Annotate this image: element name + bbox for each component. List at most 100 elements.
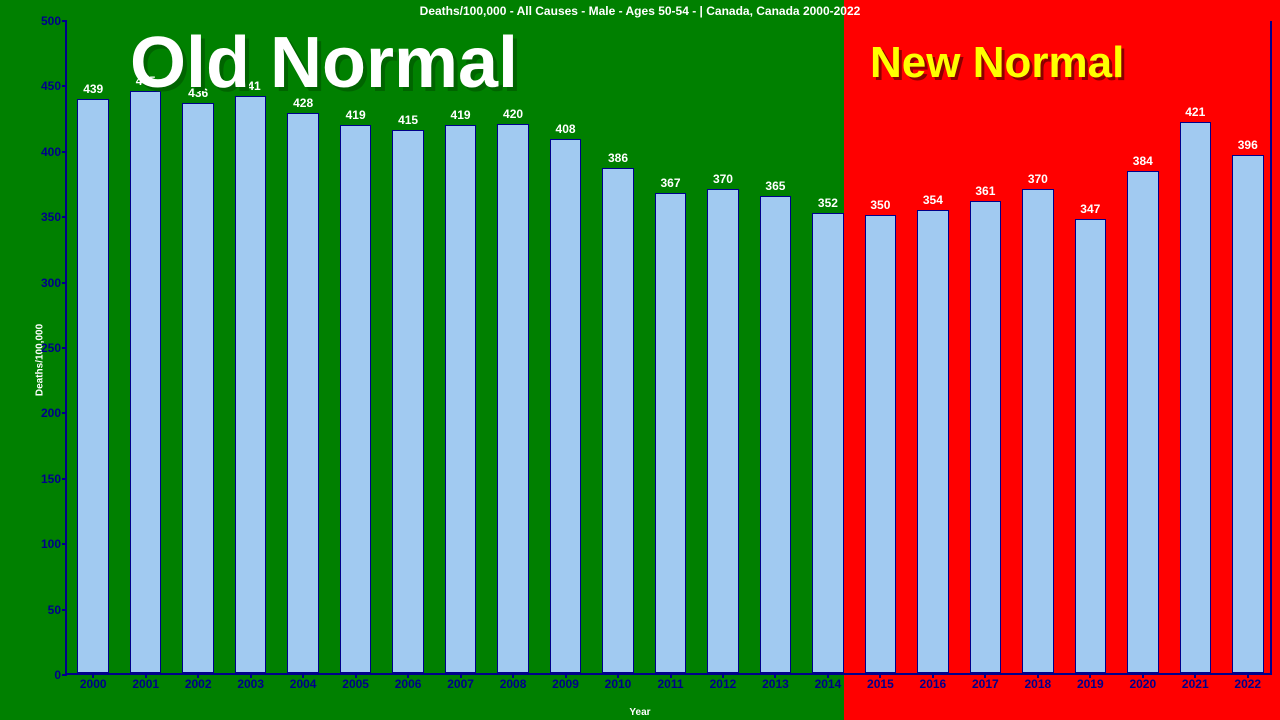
- y-tick-label: 150: [41, 472, 61, 486]
- bar: 445: [130, 91, 161, 673]
- x-tick-label: 2016: [920, 677, 947, 691]
- bar: 354: [917, 210, 948, 673]
- x-tick-label: 2004: [290, 677, 317, 691]
- x-tick-mark: [722, 673, 724, 678]
- bar-value-label: 386: [608, 151, 628, 165]
- x-tick-mark: [407, 673, 409, 678]
- bar: 408: [550, 139, 581, 673]
- x-tick-label: 2007: [447, 677, 474, 691]
- bar-value-label: 365: [765, 179, 785, 193]
- x-tick-label: 2017: [972, 677, 999, 691]
- x-tick-mark: [197, 673, 199, 678]
- bar: 386: [602, 168, 633, 673]
- x-tick-mark: [250, 673, 252, 678]
- bar: 361: [970, 201, 1001, 673]
- bar: 347: [1075, 219, 1106, 673]
- y-tick-mark: [62, 412, 67, 414]
- bar-value-label: 354: [923, 193, 943, 207]
- x-tick-mark: [355, 673, 357, 678]
- plot-area: 0501001502002503003504004505004392000445…: [65, 21, 1272, 675]
- x-tick-label: 2014: [815, 677, 842, 691]
- bar-value-label: 420: [503, 107, 523, 121]
- bar: 421: [1180, 122, 1211, 673]
- y-tick-label: 0: [54, 668, 61, 682]
- x-tick-mark: [670, 673, 672, 678]
- x-tick-label: 2000: [80, 677, 107, 691]
- x-tick-label: 2018: [1024, 677, 1051, 691]
- y-tick-label: 400: [41, 145, 61, 159]
- y-tick-mark: [62, 347, 67, 349]
- bar-value-label: 419: [346, 108, 366, 122]
- bar-value-label: 370: [1028, 172, 1048, 186]
- bar-value-label: 439: [83, 82, 103, 96]
- x-tick-label: 2020: [1129, 677, 1156, 691]
- x-tick-mark: [512, 673, 514, 678]
- x-tick-mark: [1037, 673, 1039, 678]
- y-tick-label: 100: [41, 537, 61, 551]
- bar: 365: [760, 196, 791, 673]
- y-axis-label: Deaths/100,000: [35, 324, 46, 396]
- bar-value-label: 419: [451, 108, 471, 122]
- y-tick-label: 350: [41, 210, 61, 224]
- y-tick-label: 300: [41, 276, 61, 290]
- x-tick-label: 2009: [552, 677, 579, 691]
- bar: 367: [655, 193, 686, 673]
- bar: 439: [77, 99, 108, 673]
- bar-value-label: 367: [660, 176, 680, 190]
- y-tick-label: 450: [41, 79, 61, 93]
- y-tick-mark: [62, 674, 67, 676]
- x-tick-label: 2019: [1077, 677, 1104, 691]
- bar-value-label: 347: [1080, 202, 1100, 216]
- bar: 441: [235, 96, 266, 673]
- bar: 370: [707, 189, 738, 673]
- x-tick-label: 2003: [237, 677, 264, 691]
- y-tick-mark: [62, 478, 67, 480]
- bar: 396: [1232, 155, 1263, 673]
- bar: 419: [340, 125, 371, 673]
- y-tick-mark: [62, 282, 67, 284]
- x-tick-mark: [774, 673, 776, 678]
- x-tick-label: 2001: [132, 677, 159, 691]
- x-tick-mark: [617, 673, 619, 678]
- chart-title: Deaths/100,000 - All Causes - Male - Age…: [0, 4, 1280, 18]
- bar-value-label: 370: [713, 172, 733, 186]
- x-tick-label: 2006: [395, 677, 422, 691]
- bar: 370: [1022, 189, 1053, 673]
- old-normal-label: Old Normal: [130, 22, 518, 104]
- y-tick-mark: [62, 151, 67, 153]
- bar-value-label: 361: [975, 184, 995, 198]
- y-tick-mark: [62, 543, 67, 545]
- x-tick-mark: [92, 673, 94, 678]
- x-tick-label: 2008: [500, 677, 527, 691]
- x-tick-mark: [1089, 673, 1091, 678]
- bar-value-label: 350: [870, 198, 890, 212]
- x-tick-label: 2012: [710, 677, 737, 691]
- x-tick-label: 2005: [342, 677, 369, 691]
- x-tick-mark: [932, 673, 934, 678]
- y-tick-mark: [62, 216, 67, 218]
- new-normal-label: New Normal: [870, 38, 1124, 88]
- y-tick-label: 250: [41, 341, 61, 355]
- bar-value-label: 396: [1238, 138, 1258, 152]
- bar-value-label: 384: [1133, 154, 1153, 168]
- y-tick-mark: [62, 20, 67, 22]
- x-tick-label: 2015: [867, 677, 894, 691]
- x-tick-mark: [565, 673, 567, 678]
- x-tick-mark: [145, 673, 147, 678]
- bar: 436: [182, 103, 213, 673]
- x-tick-label: 2013: [762, 677, 789, 691]
- bar: 384: [1127, 171, 1158, 673]
- x-tick-mark: [460, 673, 462, 678]
- x-tick-label: 2011: [657, 677, 683, 691]
- x-tick-mark: [1194, 673, 1196, 678]
- x-axis-label: Year: [0, 707, 1280, 718]
- x-tick-label: 2010: [605, 677, 632, 691]
- x-tick-mark: [984, 673, 986, 678]
- x-tick-mark: [879, 673, 881, 678]
- bar: 428: [287, 113, 318, 673]
- x-tick-mark: [827, 673, 829, 678]
- y-tick-mark: [62, 85, 67, 87]
- x-tick-label: 2002: [185, 677, 212, 691]
- bar: 350: [865, 215, 896, 673]
- y-tick-mark: [62, 609, 67, 611]
